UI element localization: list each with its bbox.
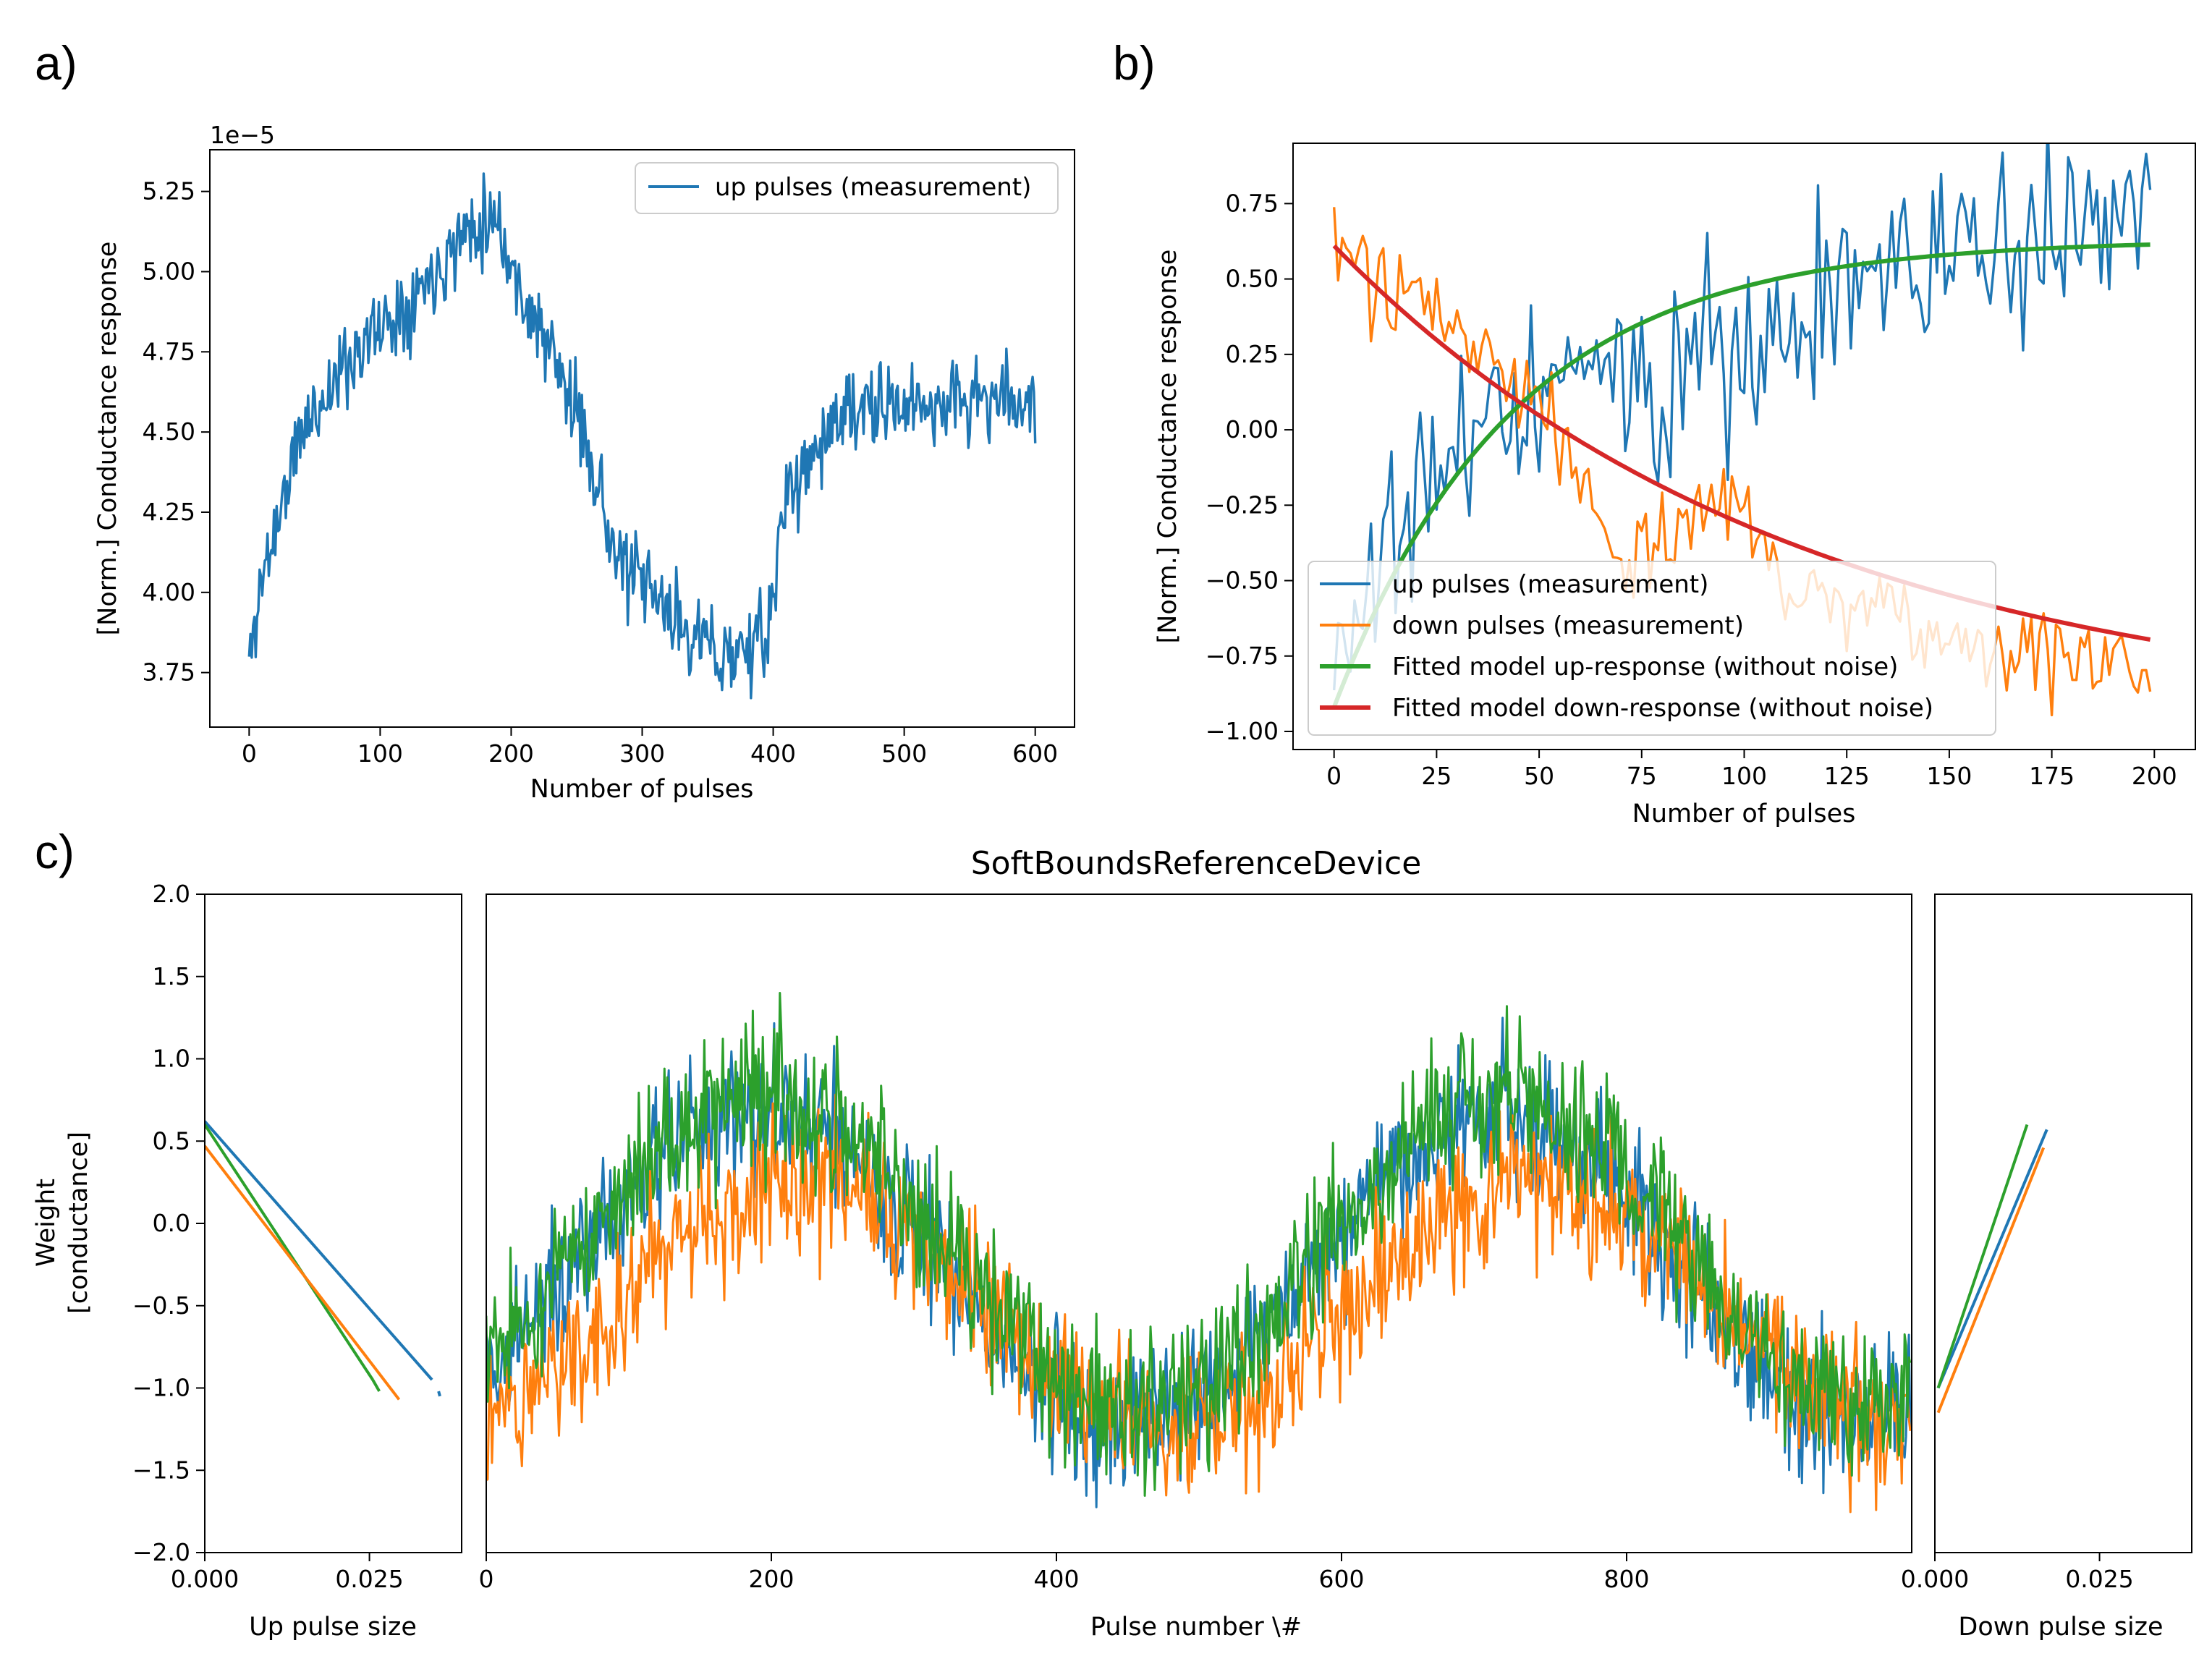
chart-a-xlabel: Number of pulses [530, 775, 754, 804]
chart-b-xtick-label: 75 [1627, 762, 1657, 790]
chart-c-right-frame [1934, 893, 2192, 1553]
chart-c-ytick-label: 1.0 [153, 1045, 190, 1073]
chart-b-ytick-label: −0.25 [1205, 491, 1279, 519]
chart-c-main-xtick-label: 0 [479, 1565, 494, 1593]
panel-label-a: a) [35, 36, 77, 90]
chart-b: 0 25 50 75 100 125 150 175 200 −1.00 −0.75 −0.50 −0.… [1153, 143, 2196, 828]
chart-c-ytick-label: −1.5 [132, 1456, 190, 1484]
chart-b-ytick-label: 0.75 [1226, 189, 1279, 217]
panel-label-c: c) [35, 825, 75, 878]
chart-a-ytick-label: 3.75 [143, 658, 195, 687]
chart-c-ylabel-unit: [conductance] [64, 1132, 93, 1314]
legend-b-label-fit-up: Fitted model up-response (without noise) [1392, 653, 1898, 682]
chart-b-ytick-label: −0.75 [1205, 642, 1279, 670]
chart-a-plot-area [247, 172, 1037, 700]
chart-c-ytick-label: 0.5 [153, 1126, 190, 1155]
chart-c-title: SoftBoundsReferenceDevice [971, 845, 1422, 882]
chart-a-xtick-label: 600 [1012, 739, 1058, 768]
chart-c-main-xtick-label: 400 [1034, 1565, 1080, 1593]
chart-c-left-plot-area [205, 1120, 441, 1401]
chart-c-ytick-label: 0.0 [153, 1209, 190, 1237]
chart-a-ticks: 0 100 200 300 400 500 600 3.75 4.00 4.25 4.50 4.75 5… [143, 177, 1059, 768]
chart-a: 0 100 200 300 400 500 600 3.75 4.00 4.25 4.50 4.75 5… [93, 121, 1075, 804]
series-c-right-line [1936, 1124, 2029, 1389]
chart-c-ytick-label: −1.0 [132, 1374, 190, 1402]
chart-c-left-xtick-label: 0.000 [171, 1565, 239, 1593]
chart-c-ytick-label: −0.5 [132, 1291, 190, 1320]
panel-label-b: b) [1113, 36, 1156, 90]
chart-c-left-xlabel: Up pulse size [249, 1613, 417, 1642]
chart-a-ytick-label: 4.75 [143, 337, 195, 365]
chart-a-xtick-label: 400 [750, 739, 796, 768]
chart-c-main-xtick-label: 200 [749, 1565, 794, 1593]
legend-b-label-down: down pulses (measurement) [1392, 611, 1744, 640]
chart-b-xtick-label: 50 [1524, 762, 1554, 790]
series-c-right-line [1936, 1129, 2048, 1389]
chart-c-right-xlabel: Down pulse size [1958, 1613, 2163, 1642]
chart-c-right-xtick-label: 0.000 [1901, 1565, 1969, 1593]
chart-a-xtick-label: 0 [242, 739, 257, 768]
chart-b-ytick-label: 0.25 [1226, 340, 1279, 368]
chart-b-ytick-label: 0.00 [1226, 415, 1279, 443]
chart-b-xtick-label: 25 [1421, 762, 1452, 790]
chart-c-main-xtick-label: 800 [1604, 1565, 1650, 1593]
chart-b-plot-area [1331, 143, 2152, 717]
chart-c-ylabel: Weight [32, 1179, 61, 1267]
series-c-left-tail [437, 1391, 441, 1397]
chart-b-xtick-label: 125 [1824, 762, 1870, 790]
chart-c-left-frame [204, 893, 462, 1553]
chart-c-main-frame [486, 893, 1912, 1553]
series-b-up-pulses [1333, 143, 2152, 691]
chart-a-ytick-label: 5.25 [143, 177, 195, 205]
chart-c-left-xtick-label: 0.025 [335, 1565, 403, 1593]
series-c-right-line [1936, 1147, 2046, 1414]
chart-b-ytick-label: −1.00 [1205, 717, 1279, 745]
series-c-left-tail [371, 1379, 381, 1393]
chart-b-ytick-label: 0.50 [1226, 265, 1279, 293]
chart-b-xtick-label: 100 [1721, 762, 1767, 790]
legend-b-label-up: up pulses (measurement) [1392, 570, 1708, 599]
chart-a-xtick-label: 500 [881, 739, 927, 768]
chart-a-ytick-label: 4.25 [143, 498, 195, 526]
chart-b-xtick-label: 0 [1326, 762, 1342, 790]
chart-b-ticks: 0 25 50 75 100 125 150 175 200 −1.00 −0.75 −0.50 −0.… [1205, 189, 2177, 790]
chart-c-main-plot-area [486, 992, 1912, 1514]
series-b-fit-down [1332, 244, 2151, 642]
series-c-left-line [205, 1124, 374, 1381]
chart-c-ytick-label: −2.0 [132, 1538, 190, 1566]
chart-a-ytick-label: 5.00 [143, 257, 195, 285]
chart-a-frame [209, 149, 1075, 728]
chart-a-xtick-label: 200 [488, 739, 534, 768]
chart-a-xtick-label: 100 [357, 739, 403, 768]
chart-b-xlabel: Number of pulses [1632, 799, 1856, 828]
chart-c-right-xtick-label: 0.025 [2065, 1565, 2133, 1593]
chart-b-xtick-label: 200 [2132, 762, 2177, 790]
chart-a-ytick-label: 4.50 [143, 417, 195, 446]
chart-a-ytick-label: 4.00 [143, 578, 195, 606]
series-a-up-pulses [247, 172, 1037, 700]
chart-a-ylabel: [Norm.] Conductance response [93, 242, 122, 636]
chart-a-xtick-label: 300 [619, 739, 665, 768]
chart-b-legend: up pulses (measurement) down pulses (mea… [1308, 561, 1996, 736]
chart-b-ytick-label: −0.50 [1205, 566, 1279, 595]
chart-c-ytick-label: 2.0 [153, 880, 190, 908]
chart-a-offset-text: 1e−5 [210, 121, 275, 149]
chart-c-main-xtick-label: 600 [1319, 1565, 1365, 1593]
chart-c: SoftBoundsReferenceDevice 0.000 0.025 −2.0… [32, 845, 2192, 1642]
series-c-main-green [486, 992, 1912, 1497]
chart-c-ytick-label: 1.5 [153, 962, 190, 990]
chart-c-right-plot-area [1936, 1124, 2048, 1414]
legend-a-label-up: up pulses (measurement) [715, 173, 1031, 202]
chart-a-legend: up pulses (measurement) [635, 162, 1059, 214]
series-c-left-line [205, 1145, 401, 1401]
series-b-fit-up [1331, 242, 2150, 708]
chart-b-xtick-label: 175 [2029, 762, 2075, 790]
chart-c-main-xlabel: Pulse number \# [1090, 1613, 1302, 1642]
chart-c-ticks: 0.000 0.025 −2.0 −1.5 −1.0 −0.5 0.0 0.5 1.0 1.5 2.… [132, 880, 2134, 1593]
series-c-left-line [205, 1120, 433, 1381]
chart-b-ylabel: [Norm.] Conductance response [1153, 250, 1182, 644]
chart-b-xtick-label: 150 [1926, 762, 1972, 790]
legend-b-label-fit-down: Fitted model down-response (without nois… [1392, 694, 1933, 723]
